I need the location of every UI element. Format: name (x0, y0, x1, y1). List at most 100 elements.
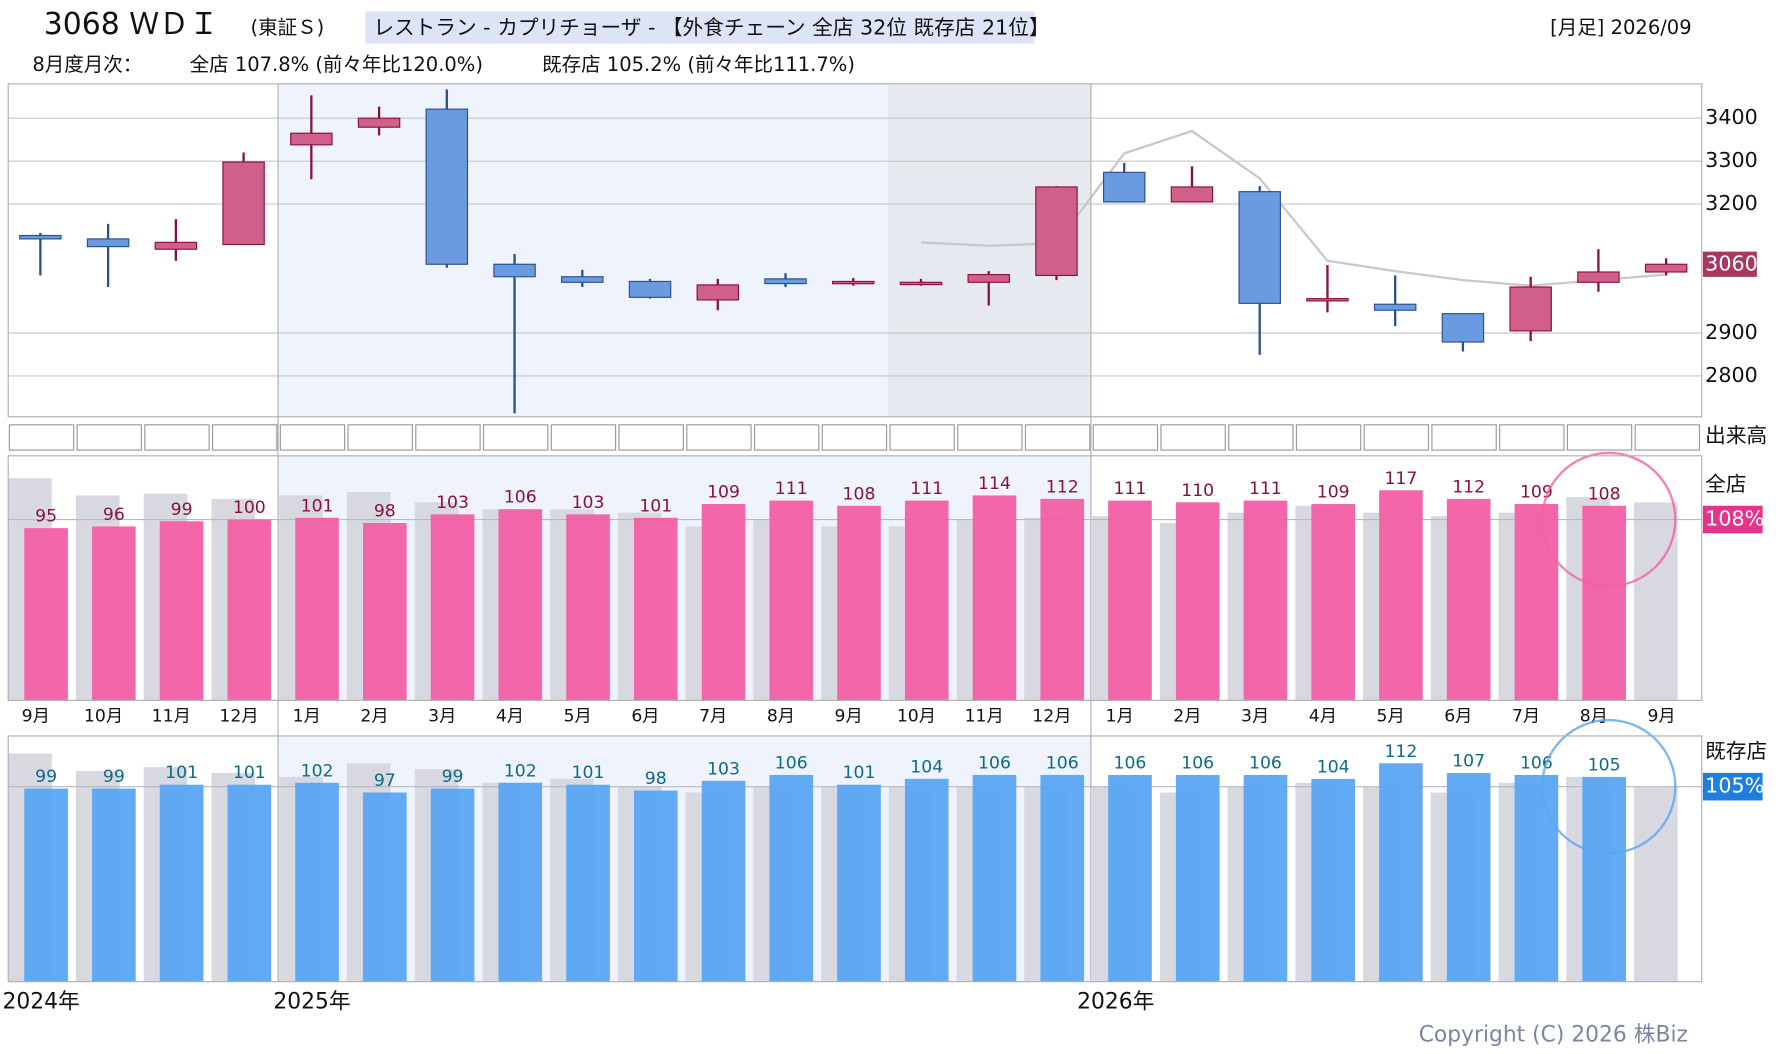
value-label: 112 (1452, 477, 1485, 497)
volume-cell (821, 424, 888, 451)
candle-body (1577, 271, 1620, 283)
value-label: 103 (436, 493, 469, 513)
x-tick-label: 12月 (219, 706, 258, 726)
value-label: 111 (775, 479, 808, 499)
candle-body (19, 234, 62, 240)
y-tick-label: 3400 (1705, 105, 1758, 129)
y-tick-label: 2800 (1705, 363, 1758, 387)
value-label: 109 (707, 483, 740, 503)
all-stores-summary: 全店 107.8% (前々年比120.0%) (190, 53, 483, 76)
volume-cell (415, 424, 481, 451)
volume-cell (279, 424, 346, 451)
candle-body (1441, 313, 1485, 343)
period: [月足] 2026/09 (1550, 16, 1691, 39)
value-label: 95 (35, 507, 57, 527)
volume-cell (76, 424, 142, 451)
bar (1311, 778, 1355, 982)
current-label: 105% (1705, 774, 1764, 798)
value-label: 106 (1114, 753, 1147, 773)
volume-cell (957, 424, 1023, 451)
candle-body (290, 132, 333, 146)
candle-body (1373, 303, 1417, 311)
value-label: 99 (171, 500, 193, 520)
bar (701, 504, 746, 701)
current-label: 108% (1705, 507, 1764, 531)
value-label: 96 (103, 505, 125, 525)
value-label: 112 (1384, 742, 1417, 762)
x-tick-label: 4月 (1309, 706, 1337, 726)
bar (24, 788, 68, 982)
market: (東証Ｓ) (250, 16, 324, 39)
bar (566, 784, 610, 982)
bar (1243, 774, 1288, 982)
volume-cell (1092, 424, 1159, 451)
bar (972, 774, 1017, 982)
value-label: 101 (572, 763, 605, 783)
x-tick-label: 11月 (965, 706, 1004, 726)
frames (7, 83, 1703, 983)
x-tick-label: 9月 (1647, 706, 1675, 726)
prev-bar (1634, 502, 1678, 701)
bar (633, 517, 678, 701)
volume-cell (8, 424, 75, 451)
bar (1379, 763, 1423, 982)
value-label: 99 (35, 767, 57, 787)
existing-frame (7, 735, 1703, 983)
bar (566, 514, 610, 701)
candle-body (86, 238, 130, 248)
value-label: 106 (1046, 753, 1079, 773)
bar (1175, 502, 1220, 701)
y-tick-label: 2900 (1705, 320, 1758, 344)
volume-cell (1295, 424, 1362, 451)
candle-body (425, 108, 469, 265)
volume-cell (1634, 424, 1701, 451)
bar (363, 792, 407, 982)
bar (92, 526, 136, 701)
highlight-circle (1541, 451, 1677, 588)
value-label: 106 (978, 753, 1011, 773)
volume-cell (753, 424, 820, 451)
bar (498, 782, 543, 982)
bar (1311, 504, 1355, 701)
existing-stores-summary: 既存店 105.2% (前々年比111.7%) (542, 53, 855, 76)
value-label: 109 (1520, 483, 1553, 503)
sector-box (365, 11, 1035, 44)
x-tick-label: 11月 (152, 706, 191, 726)
value-label: 109 (1317, 483, 1350, 503)
value-label: 108 (843, 484, 876, 504)
bar (227, 519, 272, 701)
all-frame (7, 455, 1703, 701)
bar (1040, 774, 1085, 982)
x-tick-label: 6月 (1444, 706, 1472, 726)
volume-cell (686, 424, 752, 451)
panel-name: 全店 (1705, 472, 1746, 496)
volume-cell (1024, 424, 1091, 451)
current-box (1702, 505, 1763, 534)
volume-cell (550, 424, 617, 451)
year-label: 2026年 (1077, 989, 1154, 1014)
bar (227, 784, 272, 982)
value-label: 107 (1452, 752, 1485, 772)
volume-cell (144, 424, 210, 451)
value-label: 99 (442, 767, 464, 787)
candle-body (899, 281, 943, 286)
bar (769, 774, 814, 982)
bar (1379, 490, 1423, 701)
value-label: 105 (1588, 755, 1621, 775)
prev-bar (1634, 786, 1678, 982)
value-label: 106 (775, 753, 808, 773)
candle-body (764, 278, 807, 285)
x-tick-label: 7月 (699, 706, 727, 726)
candle-body (1035, 186, 1078, 277)
value-label: 112 (1046, 477, 1079, 497)
bar (633, 790, 678, 982)
candle-body (1170, 186, 1214, 203)
volume-cell (1499, 424, 1565, 451)
x-tick-label: 12月 (1032, 706, 1071, 726)
candle-body (1238, 191, 1281, 304)
candle-body (1509, 286, 1552, 332)
volume-cell (1228, 424, 1294, 451)
bar (837, 505, 881, 701)
candle-body (967, 273, 1010, 283)
